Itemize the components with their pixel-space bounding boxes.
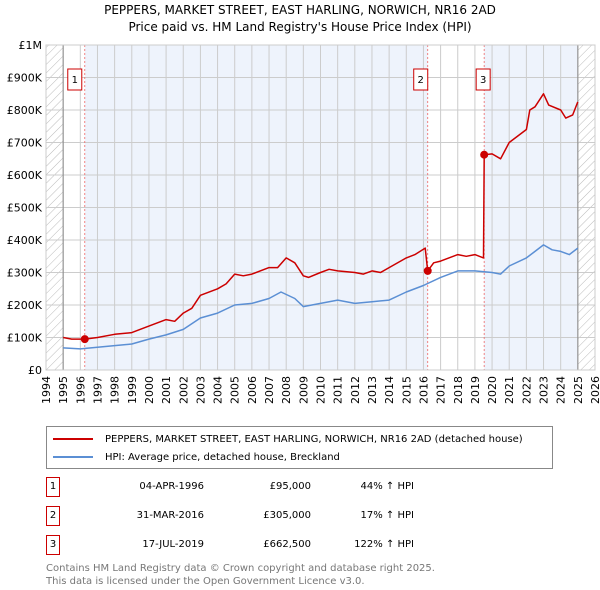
x-tick-label: 2003 (194, 376, 207, 404)
legend: PEPPERS, MARKET STREET, EAST HARLING, NO… (46, 426, 553, 469)
y-tick-label: £300K (7, 267, 43, 280)
y-tick-label: £100K (7, 332, 43, 345)
x-tick-label: 2014 (383, 376, 396, 404)
y-tick-label: £0 (28, 364, 42, 377)
sale-price: £95,000 (269, 481, 311, 492)
x-tick-label: 2008 (280, 376, 293, 404)
sale-point (480, 150, 489, 159)
x-tick-label: 2018 (452, 376, 465, 404)
x-tick-label: 2007 (263, 376, 276, 404)
x-tick-label: 2001 (160, 376, 173, 404)
footer-licence: This data is licensed under the Open Gov… (46, 576, 365, 587)
x-tick-label: 1996 (74, 376, 87, 404)
legend-label-property: PEPPERS, MARKET STREET, EAST HARLING, NO… (105, 433, 523, 445)
sale-marker-box (67, 68, 83, 91)
sale-hpi-change: 122% ↑ HPI (354, 539, 414, 550)
x-tick-label: 2013 (366, 376, 379, 404)
x-tick-label: 2010 (315, 376, 328, 404)
plot-area: £0 £100K £200K £300K £400K £500K £600K £700K £80… (7, 39, 600, 404)
sale-date: 04-APR-1996 (139, 481, 204, 492)
y-tick-label: £900K (7, 72, 43, 85)
x-tick-label: 2000 (143, 376, 156, 404)
x-tick-label: 2004 (212, 376, 225, 404)
sale-hpi-change: 44% ↑ HPI (360, 481, 414, 492)
x-tick-label: 2016 (417, 376, 430, 404)
x-tick-label: 2019 (469, 376, 482, 404)
y-tick-label: £1M (19, 39, 43, 52)
y-tick-label: £600K (7, 169, 43, 182)
x-tick-label: 2021 (503, 376, 516, 404)
legend-item-property: PEPPERS, MARKET STREET, EAST HARLING, NO… (53, 431, 523, 447)
x-tick-label: 1995 (57, 376, 70, 404)
sale-marker-number: 3 (480, 75, 486, 86)
sale-price: £662,500 (263, 539, 311, 550)
sale-marker-label: 1 (46, 477, 60, 497)
plot-border (45, 44, 596, 371)
sale-marker-box (475, 68, 491, 91)
y-tick-label: £800K (7, 104, 43, 117)
x-tick-label: 1998 (109, 376, 122, 404)
x-tick-label: 2012 (349, 376, 362, 404)
legend-swatch-hpi (53, 456, 93, 458)
sale-marker-number: 1 (72, 75, 78, 86)
chart-title: PEPPERS, MARKET STREET, EAST HARLING, NO… (104, 3, 496, 17)
sale-marker-label: 3 (46, 535, 60, 555)
x-tick-label: 2023 (538, 376, 551, 404)
x-tick-label: 2009 (297, 376, 310, 404)
sale-date: 17-JUL-2019 (142, 539, 204, 550)
x-tick-label: 2002 (177, 376, 190, 404)
legend-item-hpi: HPI: Average price, detached house, Brec… (53, 449, 340, 465)
x-tick-label: 2006 (246, 376, 259, 404)
x-tick-label: 2011 (332, 376, 345, 404)
x-tick-label: 2020 (486, 376, 499, 404)
chart-subtitle: Price paid vs. HM Land Registry's House … (128, 20, 472, 34)
x-tick-label: 2025 (572, 376, 585, 404)
sale-marker-label: 2 (46, 506, 60, 526)
x-tick-label: 2024 (555, 376, 568, 404)
property-price-line (63, 93, 579, 340)
sale-row: 2 31-MAR-2016 £305,000 17% ↑ HPI (46, 506, 446, 526)
legend-label-hpi: HPI: Average price, detached house, Brec… (105, 451, 340, 463)
sale-date: 31-MAR-2016 (136, 510, 204, 521)
legend-swatch-property (53, 438, 93, 440)
x-tick-label: 2026 (589, 376, 600, 404)
footer-copyright: Contains HM Land Registry data © Crown c… (46, 563, 435, 574)
x-tick-label: 1994 (40, 376, 53, 404)
sale-row: 3 17-JUL-2019 £662,500 122% ↑ HPI (46, 535, 446, 555)
x-tick-label: 2022 (520, 376, 533, 404)
y-tick-label: £700K (7, 137, 43, 150)
sale-row: 1 04-APR-1996 £95,000 44% ↑ HPI (46, 477, 446, 497)
y-tick-label: £200K (7, 299, 43, 312)
y-tick-label: £400K (7, 234, 43, 247)
sale-point (80, 335, 89, 344)
x-tick-label: 2017 (435, 376, 448, 404)
sale-marker-number: 2 (418, 75, 424, 86)
x-tick-label: 1997 (91, 376, 104, 404)
x-tick-label: 2015 (400, 376, 413, 404)
x-tick-label: 1999 (126, 376, 139, 404)
sale-hpi-change: 17% ↑ HPI (360, 510, 414, 521)
y-tick-label: £500K (7, 202, 43, 215)
sale-point (423, 266, 432, 275)
sale-price: £305,000 (263, 510, 311, 521)
hpi-line (63, 244, 579, 350)
sale-marker-box (413, 68, 429, 91)
x-tick-label: 2005 (229, 376, 242, 404)
